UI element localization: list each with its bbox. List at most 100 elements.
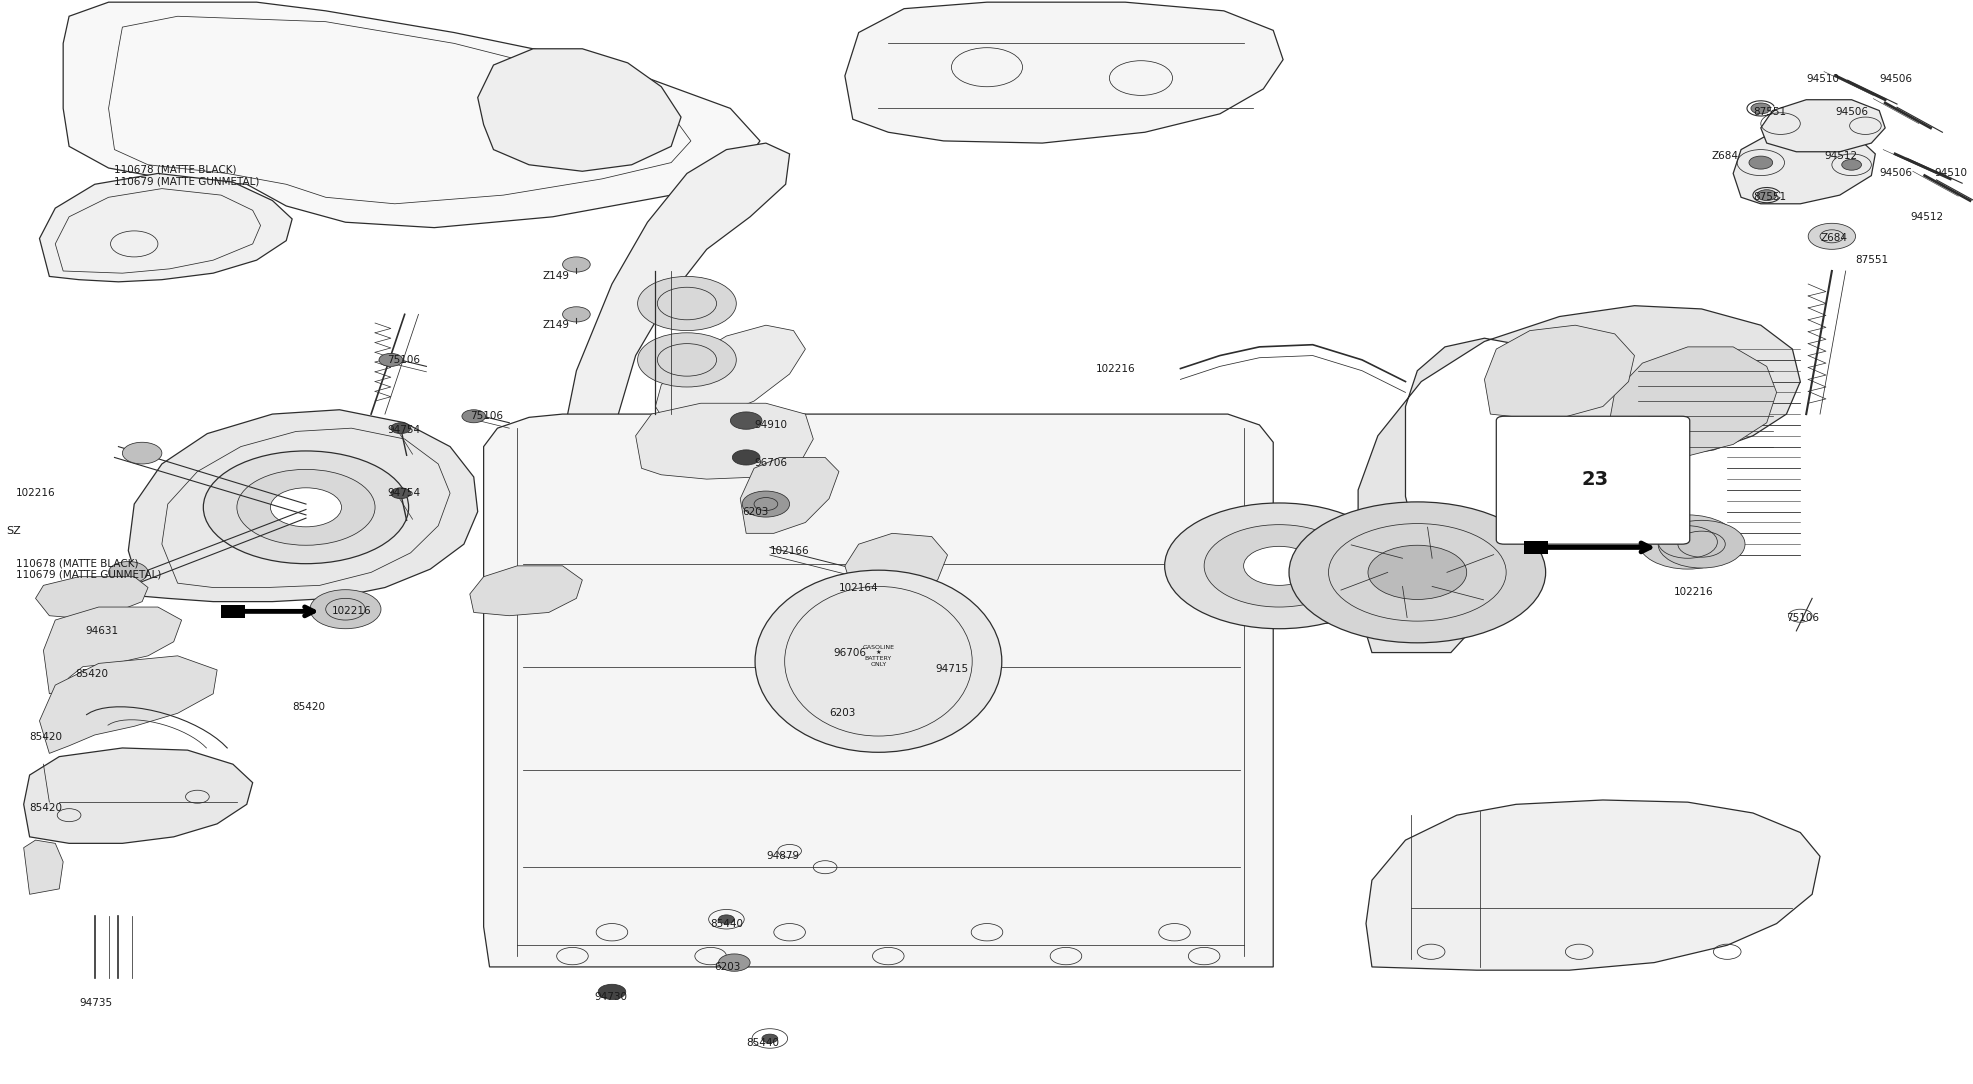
Text: 87551: 87551 xyxy=(1752,192,1786,203)
Text: 85420: 85420 xyxy=(75,669,109,680)
Polygon shape xyxy=(128,410,477,602)
Polygon shape xyxy=(43,607,182,694)
Circle shape xyxy=(730,412,762,429)
Text: Z684: Z684 xyxy=(1711,151,1738,162)
Circle shape xyxy=(1657,520,1744,568)
Text: 94512: 94512 xyxy=(1823,151,1857,162)
Text: 102216: 102216 xyxy=(331,606,371,617)
Circle shape xyxy=(762,1034,777,1043)
Text: 85420: 85420 xyxy=(30,802,63,813)
Polygon shape xyxy=(740,457,839,533)
Polygon shape xyxy=(1365,800,1819,970)
Text: GASOLINE
★
BATTERY
ONLY: GASOLINE ★ BATTERY ONLY xyxy=(862,645,894,667)
Bar xyxy=(221,605,245,618)
Text: 94631: 94631 xyxy=(85,625,118,636)
Text: 102216: 102216 xyxy=(1673,586,1713,597)
Text: 102166: 102166 xyxy=(769,545,809,556)
Text: 6203: 6203 xyxy=(714,962,740,972)
Circle shape xyxy=(718,915,734,924)
Polygon shape xyxy=(1608,347,1776,457)
Circle shape xyxy=(637,276,736,331)
Circle shape xyxy=(391,488,410,499)
Polygon shape xyxy=(24,840,63,894)
Polygon shape xyxy=(635,403,813,479)
Circle shape xyxy=(391,423,410,434)
Text: 94754: 94754 xyxy=(387,425,420,436)
Polygon shape xyxy=(1732,128,1874,204)
Text: 94506: 94506 xyxy=(1878,168,1912,179)
FancyBboxPatch shape xyxy=(1496,416,1689,544)
Circle shape xyxy=(1638,515,1736,569)
Circle shape xyxy=(270,488,341,527)
Circle shape xyxy=(1243,546,1314,585)
Text: Z149: Z149 xyxy=(543,271,570,282)
Text: 6203: 6203 xyxy=(829,708,854,719)
Text: Z149: Z149 xyxy=(543,320,570,331)
Text: 94754: 94754 xyxy=(387,488,420,499)
Polygon shape xyxy=(24,748,253,843)
Polygon shape xyxy=(477,49,681,171)
Polygon shape xyxy=(1484,325,1634,417)
Circle shape xyxy=(379,353,402,366)
Text: 94506: 94506 xyxy=(1878,74,1912,85)
Circle shape xyxy=(1367,545,1466,599)
Circle shape xyxy=(1204,525,1353,607)
Text: 94879: 94879 xyxy=(766,851,799,862)
Text: 85420: 85420 xyxy=(30,732,63,743)
Polygon shape xyxy=(1760,100,1884,152)
Text: 23: 23 xyxy=(1580,469,1608,489)
Circle shape xyxy=(1288,502,1545,643)
Circle shape xyxy=(1164,503,1393,629)
Text: 102216: 102216 xyxy=(1095,363,1134,374)
Polygon shape xyxy=(39,656,217,753)
Text: 94735: 94735 xyxy=(79,997,112,1008)
Circle shape xyxy=(462,410,485,423)
Circle shape xyxy=(562,307,590,322)
Ellipse shape xyxy=(754,570,1002,752)
Text: 94910: 94910 xyxy=(754,420,787,430)
Text: 94730: 94730 xyxy=(594,992,627,1003)
Polygon shape xyxy=(483,414,1273,967)
Text: 110678 (MATTE BLACK)
110679 (MATTE GUNMETAL): 110678 (MATTE BLACK) 110679 (MATTE GUNME… xyxy=(16,558,162,580)
Circle shape xyxy=(1748,156,1772,169)
Circle shape xyxy=(1807,223,1855,249)
Circle shape xyxy=(562,257,590,272)
Text: 87551: 87551 xyxy=(1752,106,1786,117)
Circle shape xyxy=(1756,190,1776,201)
Text: SZ: SZ xyxy=(6,526,20,537)
Polygon shape xyxy=(655,325,805,425)
Polygon shape xyxy=(844,533,947,598)
Text: 85440: 85440 xyxy=(746,1037,779,1048)
Text: 96706: 96706 xyxy=(833,647,866,658)
Text: 85420: 85420 xyxy=(292,701,326,712)
Text: 96706: 96706 xyxy=(754,457,787,468)
Polygon shape xyxy=(36,577,148,618)
Circle shape xyxy=(310,590,381,629)
Text: 75106: 75106 xyxy=(387,354,420,365)
Circle shape xyxy=(837,640,868,657)
Circle shape xyxy=(598,984,625,999)
Text: 94506: 94506 xyxy=(1835,106,1868,117)
Circle shape xyxy=(732,450,760,465)
Text: 94510: 94510 xyxy=(1934,168,1967,179)
Circle shape xyxy=(1750,103,1770,114)
Text: 94510: 94510 xyxy=(1805,74,1839,85)
Polygon shape xyxy=(63,2,760,228)
Circle shape xyxy=(919,657,943,670)
Polygon shape xyxy=(1357,306,1799,653)
Circle shape xyxy=(718,954,750,971)
Polygon shape xyxy=(844,2,1282,143)
Circle shape xyxy=(637,333,736,387)
Text: 75106: 75106 xyxy=(1786,612,1819,623)
Circle shape xyxy=(848,694,896,720)
Circle shape xyxy=(203,451,408,564)
Text: 87551: 87551 xyxy=(1855,255,1888,266)
Text: 94512: 94512 xyxy=(1910,211,1943,222)
Bar xyxy=(1523,541,1547,554)
Text: 102216: 102216 xyxy=(16,488,55,499)
Circle shape xyxy=(122,442,162,464)
Text: 102164: 102164 xyxy=(839,582,878,593)
Circle shape xyxy=(237,469,375,545)
Text: 94715: 94715 xyxy=(935,663,969,674)
Circle shape xyxy=(1841,159,1861,170)
